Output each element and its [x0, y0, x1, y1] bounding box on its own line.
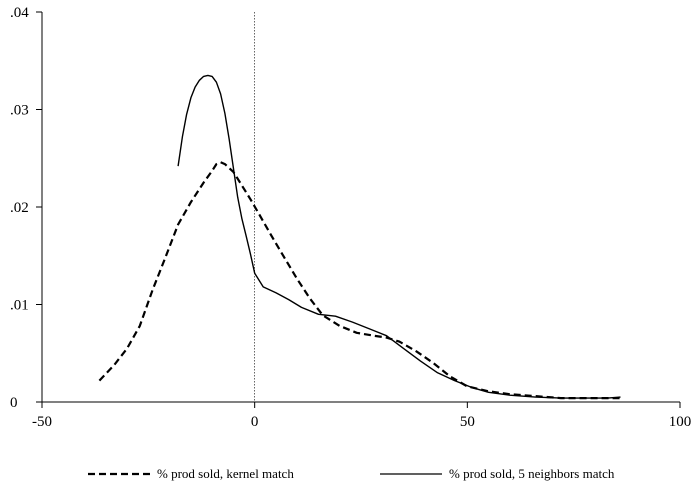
- y-tick-label: .01: [10, 298, 29, 314]
- x-tick-label: 50: [460, 414, 475, 430]
- series-group: [98, 74, 621, 400]
- x-tick-label: 0: [251, 414, 259, 430]
- series-line-neighbors-match: [177, 74, 621, 399]
- x-tick-label: -50: [32, 414, 52, 430]
- legend-label: % prod sold, kernel match: [157, 466, 294, 481]
- y-tick-label: .04: [10, 5, 29, 21]
- legend-group: % prod sold, kernel match % prod sold, 5 …: [88, 466, 615, 481]
- axes-group: 0 .01 .02 .03 .04 -50 0 50 100: [10, 5, 691, 430]
- y-tick-label: 0: [10, 395, 18, 411]
- legend-label: % prod sold, 5 neighbors match: [449, 466, 615, 481]
- y-tick-label: .03: [10, 103, 29, 119]
- series-line-kernel-match: [98, 161, 621, 400]
- y-tick-label: .02: [10, 200, 29, 216]
- x-tick-label: 100: [669, 414, 692, 430]
